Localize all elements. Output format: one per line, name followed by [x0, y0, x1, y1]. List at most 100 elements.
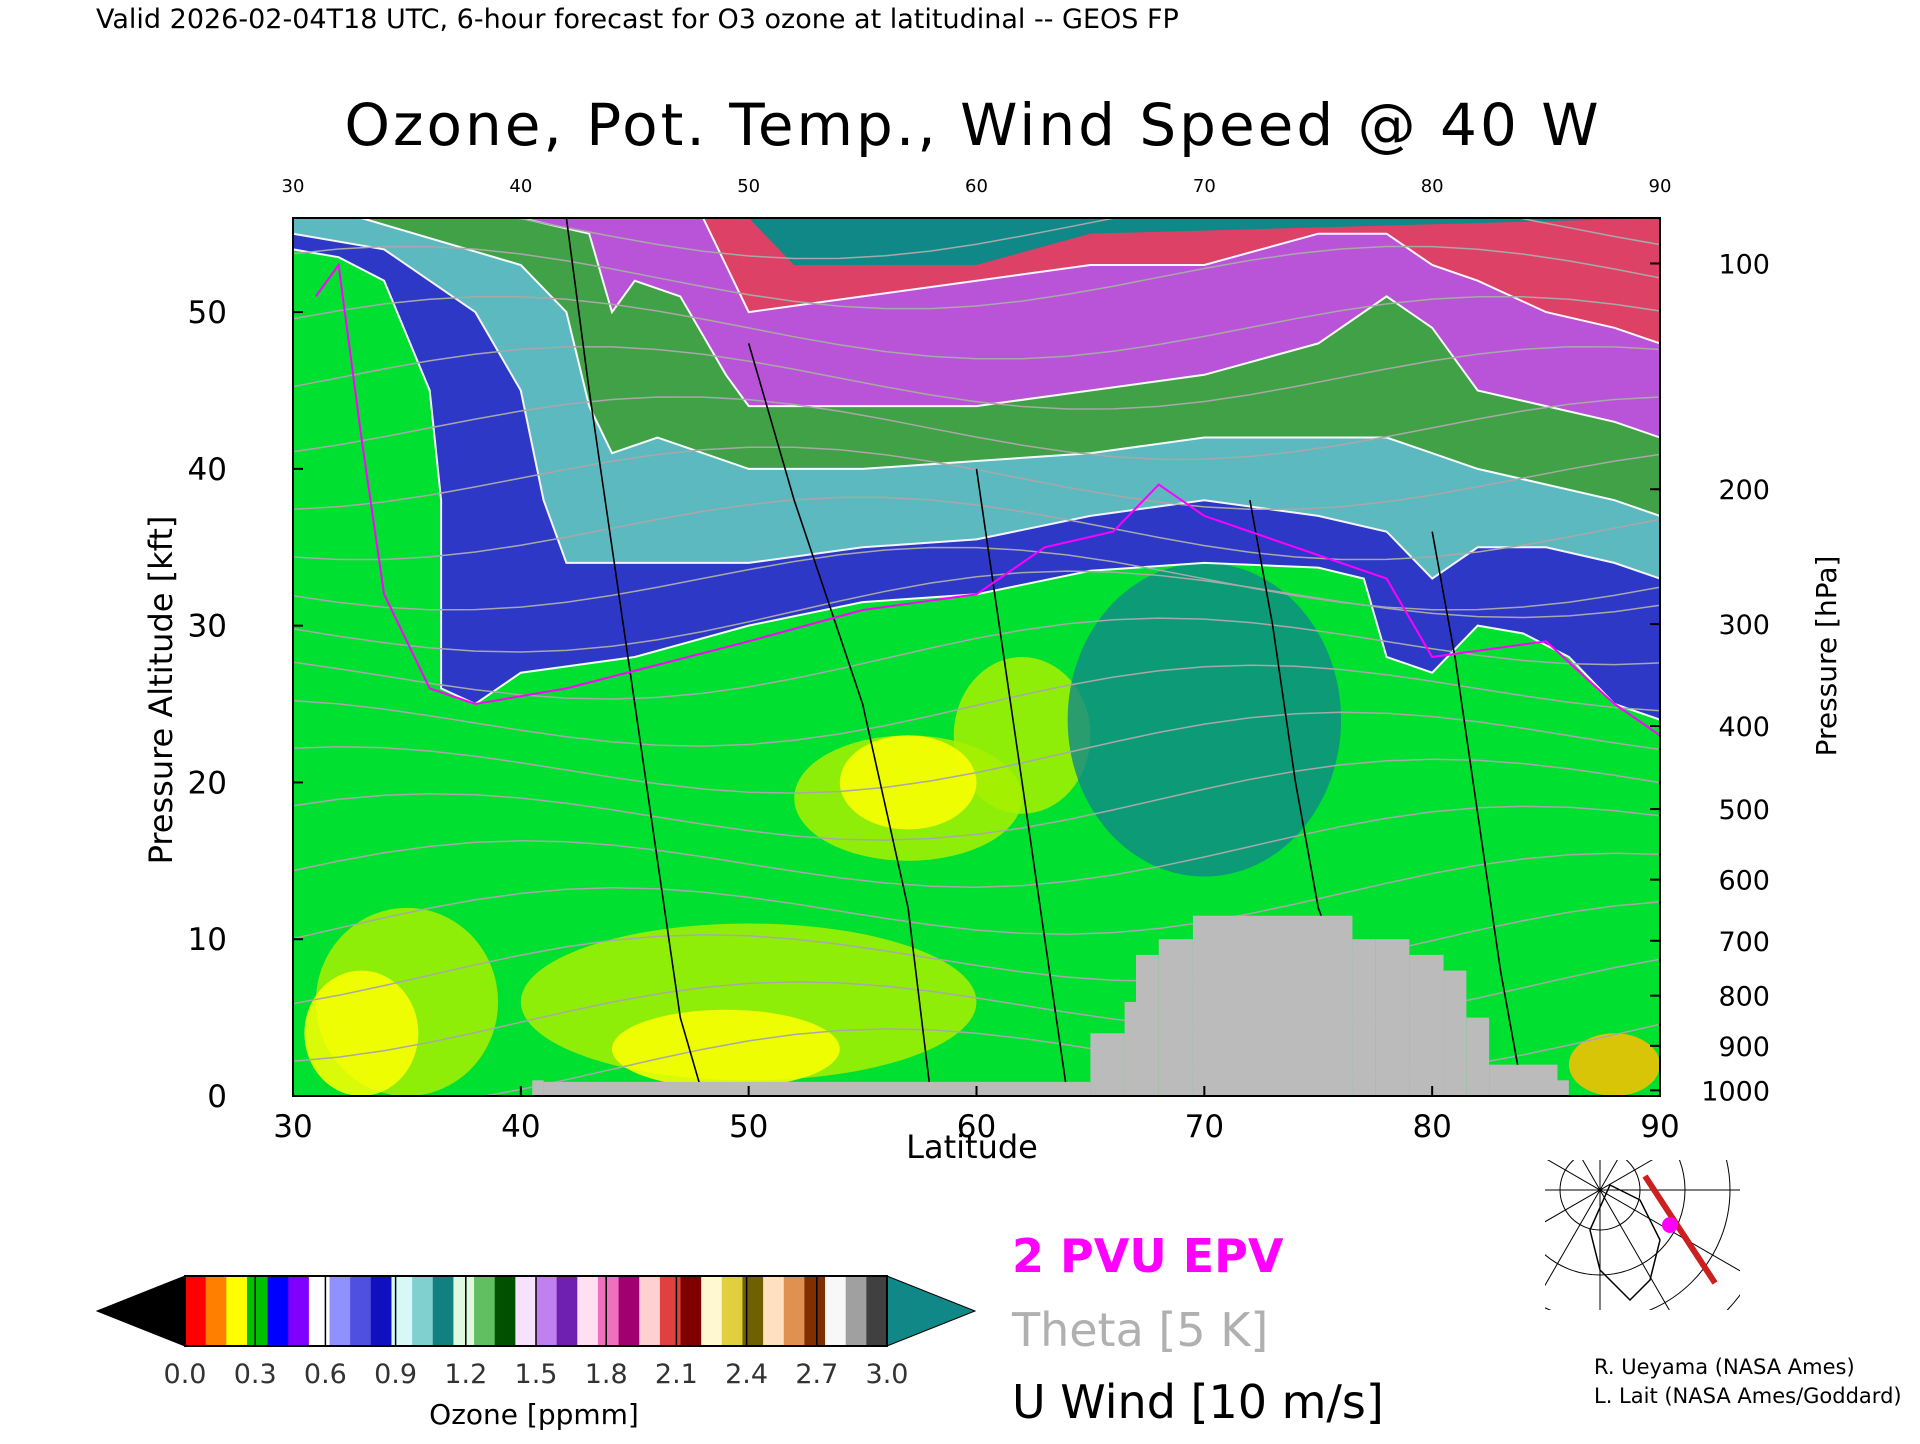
map-section-track [1642, 1174, 1718, 1285]
colorbar-band [701, 1276, 723, 1346]
colorbar-band [494, 1276, 516, 1346]
y-tick-label: 50 [188, 295, 227, 331]
theta-contour [293, 852, 1660, 940]
colorbar-band [288, 1276, 310, 1346]
colorbar-band [680, 1276, 702, 1346]
ozone-blob [1568, 1033, 1660, 1096]
terrain-block [1557, 1080, 1569, 1096]
theta-contour [293, 396, 1660, 460]
inset-polar-map [1470, 1160, 1740, 1315]
colorbar-band [329, 1276, 351, 1346]
colorbar-low-extend [95, 1275, 186, 1347]
theta-contour [293, 758, 1660, 841]
terrain-block [1489, 1064, 1558, 1096]
map-coastline [1589, 1183, 1661, 1302]
terrain-block [1158, 939, 1193, 1096]
colorbar-tick-label: 1.2 [444, 1359, 487, 1390]
ozone-blob [953, 657, 1091, 814]
legend-epv: 2 PVU EPV [1012, 1229, 1284, 1283]
colorbar-band [370, 1276, 393, 1346]
pressure-tick-label: 400 [1718, 712, 1770, 743]
terrain-block [1135, 954, 1159, 1096]
top-x-tick-label: 70 [1193, 176, 1216, 197]
terrain-block [543, 1081, 1091, 1096]
colorbar-band [659, 1276, 682, 1346]
legend-theta: Theta [5 K] [1011, 1303, 1268, 1357]
colorbar-band [474, 1276, 496, 1346]
colorbar-band [432, 1276, 455, 1346]
colorbar: 0.0 0.3 0.6 0.9 1.2 1.5 1.8 2.1 2.4 2.7 3.0 [95, 1275, 977, 1390]
theta-contour [293, 711, 1660, 794]
colorbar-band [246, 1276, 269, 1346]
colorbar-band [226, 1276, 248, 1346]
colorbar-band [639, 1276, 661, 1346]
top-x-tick-label: 40 [509, 176, 532, 197]
terrain-block [1443, 970, 1467, 1096]
top-x-tick-label: 80 [1421, 176, 1444, 197]
colorbar-band [515, 1276, 537, 1346]
top-x-tick-label: 60 [965, 176, 988, 197]
colorbar-band [205, 1276, 227, 1346]
theta-contour [293, 805, 1660, 888]
ozone-cap [748, 218, 1660, 266]
ozone-blob [839, 735, 977, 830]
pressure-tick-label: 900 [1718, 1032, 1770, 1063]
terrain-block [1124, 1001, 1136, 1096]
colorbar-tick-label: 2.7 [795, 1359, 838, 1390]
colorbar-band [267, 1276, 289, 1346]
terrain-block [1466, 1017, 1490, 1096]
colorbar-band [453, 1276, 475, 1346]
x-tick-label: 50 [729, 1109, 768, 1145]
y-tick-label: 10 [188, 922, 227, 958]
colorbar-band [742, 1276, 764, 1346]
x-tick-label: 60 [957, 1109, 996, 1145]
pressure-tick-label: 100 [1718, 249, 1770, 280]
wind-contour [975, 468, 1069, 1096]
theta-contour [293, 546, 1660, 611]
colorbar-band [866, 1276, 888, 1346]
colorbar-band [783, 1276, 806, 1346]
pressure-tick-label: 1000 [1701, 1076, 1770, 1107]
terrain-block [1375, 939, 1410, 1096]
theta-contour [293, 346, 1660, 410]
colorbar-tick-label: 0.0 [164, 1359, 207, 1390]
ozone-teal-region [1067, 562, 1342, 877]
y-axis-label-right: Pressure [hPa] [1810, 556, 1843, 757]
terrain-block [1409, 954, 1444, 1096]
colorbar-band [845, 1276, 867, 1346]
x-tick-label: 30 [273, 1109, 312, 1145]
colorbar-band [804, 1276, 826, 1346]
colorbar-tick-label: 1.8 [585, 1359, 628, 1390]
valid-time-header: Valid 2026-02-04T18 UTC, 6-hour forecast… [96, 4, 1179, 35]
theta-contour [293, 570, 1660, 653]
colorbar-tick-label: 2.4 [725, 1359, 768, 1390]
y-tick-label: 20 [188, 765, 227, 801]
wind-contour [565, 218, 704, 1096]
y-axis-label-left: Pressure Altitude [kft] [142, 516, 180, 865]
colorbar-band [618, 1276, 640, 1346]
x-tick-label: 40 [501, 1109, 540, 1145]
x-tick-label: 70 [1185, 1109, 1224, 1145]
terrain-block [1192, 915, 1353, 1096]
top-x-tick-label: 30 [282, 176, 305, 197]
terrain-block [1352, 939, 1376, 1096]
colorbar-band [350, 1276, 372, 1346]
ozone-blob [304, 970, 419, 1096]
theta-contour [293, 245, 1660, 310]
map-meridian [1545, 1160, 1653, 1223]
plot-content [293, 218, 1660, 1096]
colorbar-band [412, 1276, 434, 1346]
pressure-tick-label: 200 [1718, 475, 1770, 506]
theta-contour [293, 496, 1660, 561]
top-x-tick-label: 50 [737, 176, 760, 197]
x-tick-label: 90 [1640, 1109, 1679, 1145]
pressure-tick-label: 500 [1718, 795, 1770, 826]
theta-contour [293, 664, 1660, 747]
pressure-tick-label: 600 [1718, 866, 1770, 897]
pressure-tick-label: 700 [1718, 927, 1770, 958]
y-tick-label: 30 [188, 609, 227, 645]
colorbar-band [577, 1276, 599, 1346]
